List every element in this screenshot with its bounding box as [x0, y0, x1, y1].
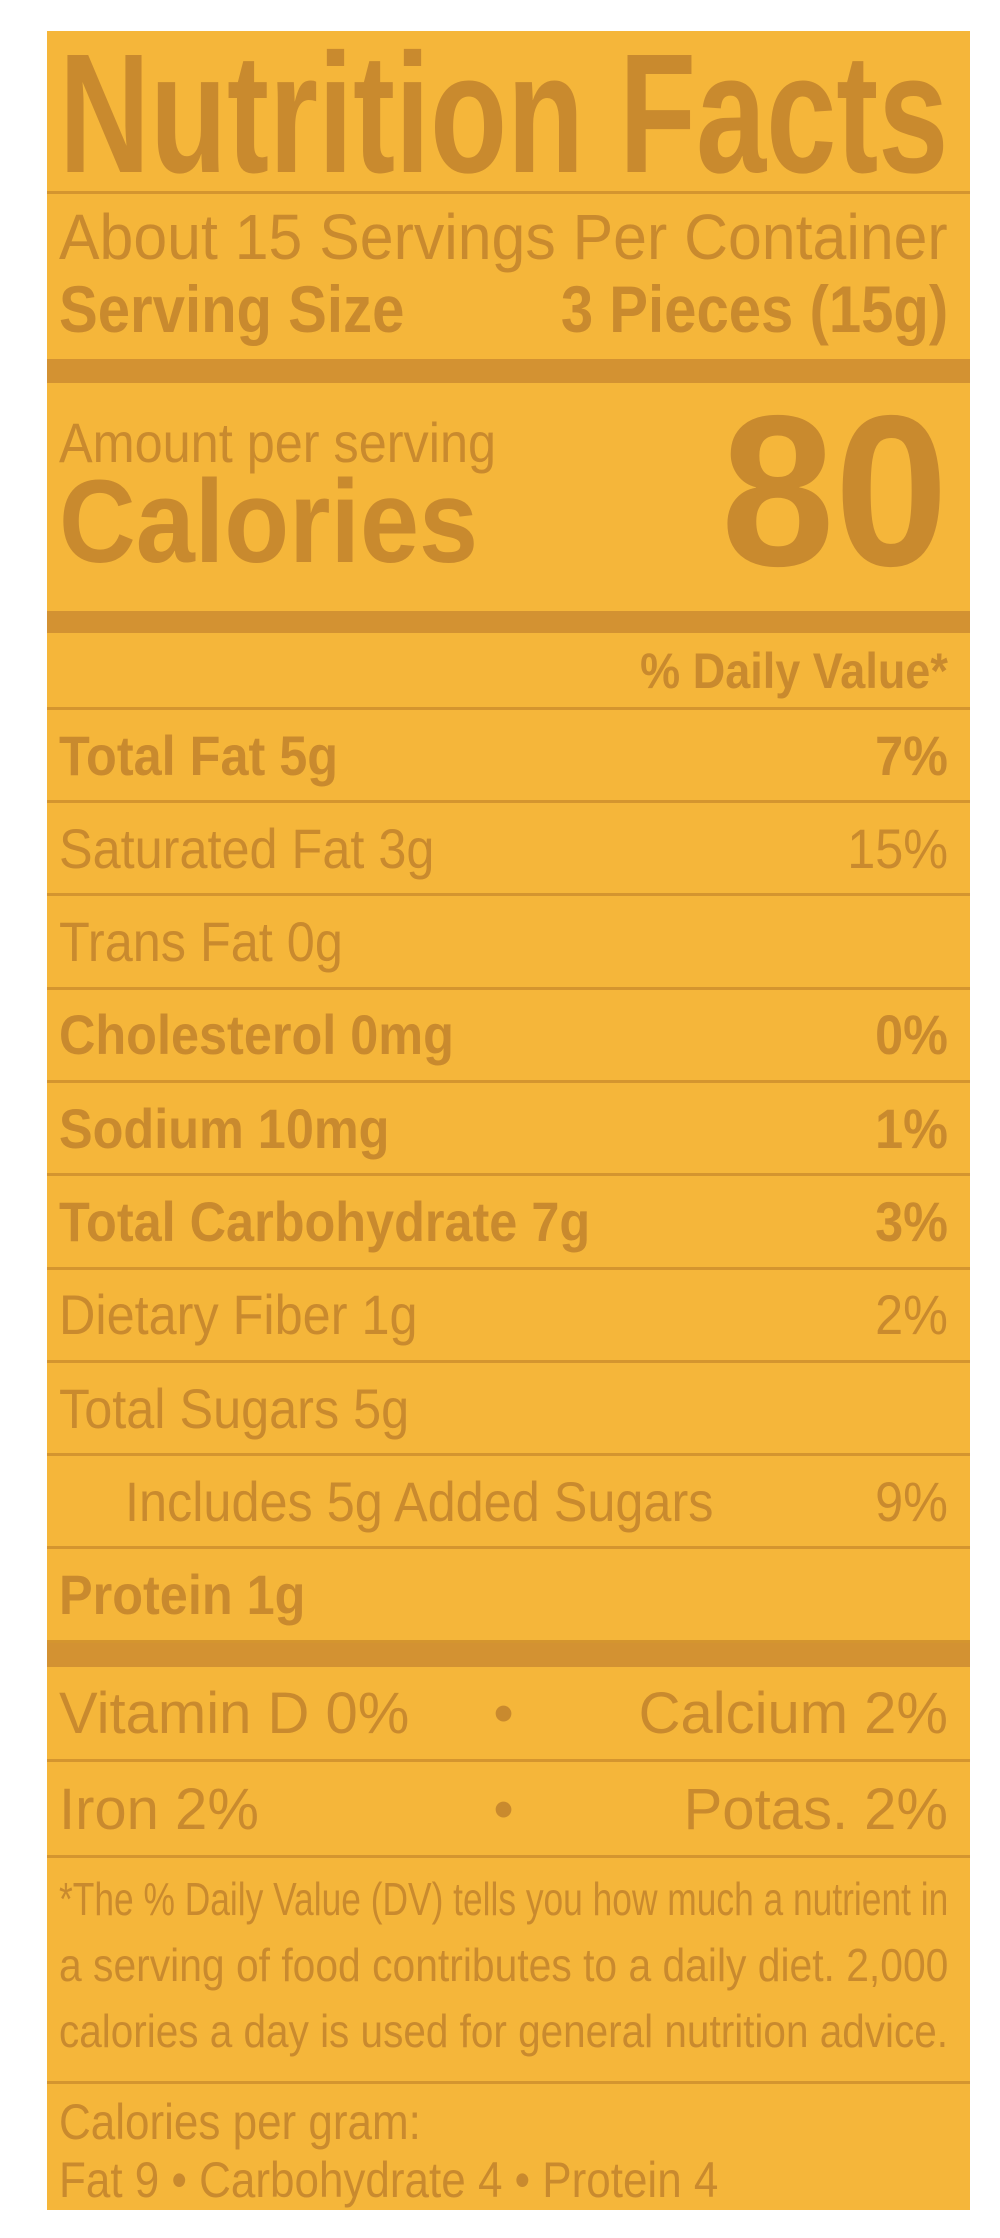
calories-value: 80	[720, 370, 948, 611]
nutrient-daily-value: 1%	[875, 1096, 948, 1160]
thick-divider	[47, 359, 970, 383]
nutrient-name: Saturated Fat 3g	[59, 816, 435, 880]
divider	[47, 1855, 970, 1858]
nutrient-name: Sodium 10mg	[59, 1096, 390, 1160]
footnote-line: a serving of food contributes to a daily…	[59, 1939, 949, 1991]
divider	[47, 191, 970, 194]
calories-per-gram-heading: Calories per gram:	[59, 2094, 421, 2150]
nutrient-row: Total Sugars 5g	[47, 1363, 970, 1457]
nutrient-name: Total Sugars 5g	[59, 1376, 410, 1440]
amount-per-serving: Amount per serving	[59, 411, 497, 474]
nutrient-name: Total Fat 5g	[59, 723, 339, 787]
nutrient-daily-value: 0%	[875, 1003, 948, 1067]
micronutrient-row: Vitamin D 0% • Calcium 2%	[47, 1667, 970, 1759]
serving-size-row: Serving Size 3 Pieces (15g)	[59, 271, 948, 347]
daily-value-header: % Daily Value*	[640, 643, 948, 699]
serving-size-label: Serving Size	[59, 272, 405, 346]
nutrient-daily-value: 2%	[875, 1283, 948, 1347]
nutrient-daily-value: 9%	[875, 1469, 948, 1533]
nutrient-name: Includes 5g Added Sugars	[125, 1469, 714, 1533]
nutrient-row: Sodium 10mg 1%	[47, 1083, 970, 1177]
divider	[47, 707, 970, 710]
nutrient-name: Cholesterol 0mg	[59, 1003, 454, 1067]
nutrient-row: Saturated Fat 3g 15%	[47, 803, 970, 897]
calories-label: Calories	[59, 456, 479, 588]
thick-divider	[47, 1643, 970, 1667]
nutrient-name: Trans Fat 0g	[59, 910, 343, 974]
nutrient-row: Total Carbohydrate 7g 3%	[47, 1177, 970, 1270]
micronutrient-left: Iron 2%	[59, 1776, 259, 1842]
micronutrient-right: Potas. 2%	[683, 1776, 948, 1842]
nutrient-name: Protein 1g	[59, 1563, 306, 1627]
micronutrient-left: Vitamin D 0%	[59, 1680, 410, 1746]
nutrient-row: Total Fat 5g 7%	[47, 710, 970, 803]
nutrient-daily-value: 7%	[875, 723, 948, 787]
nutrient-name: Dietary Fiber 1g	[59, 1283, 418, 1347]
micronutrient-row: Iron 2% • Potas. 2%	[47, 1763, 970, 1855]
footnote-line: calories a day is used for general nutri…	[59, 2005, 949, 2057]
nutrient-row: Includes 5g Added Sugars 9%	[47, 1456, 970, 1550]
nutrient-daily-value: 15%	[847, 816, 948, 880]
servings-per-container: About 15 Servings Per Container	[59, 201, 948, 273]
nutrient-row: Trans Fat 0g	[47, 897, 970, 990]
label-title: Nutrition Facts	[59, 31, 949, 209]
bullet-separator: •	[493, 1680, 514, 1746]
serving-size-value: 3 Pieces (15g)	[560, 272, 948, 346]
nutrient-row: Cholesterol 0mg 0%	[47, 990, 970, 1083]
thick-divider	[47, 611, 970, 633]
footnote-line: *The % Daily Value (DV) tells you how mu…	[59, 1873, 949, 1925]
nutrient-row: Dietary Fiber 1g 2%	[47, 1270, 970, 1363]
nutrient-daily-value: 3%	[875, 1190, 948, 1253]
divider	[47, 1759, 970, 1762]
bullet-separator: •	[493, 1776, 514, 1842]
calories-per-gram-line: Fat 9 • Carbohydrate 4 • Protein 4	[59, 2152, 719, 2208]
nutrient-row: Protein 1g	[47, 1550, 970, 1643]
nutrient-name: Total Carbohydrate 7g	[59, 1190, 591, 1253]
nutrition-facts-label: Nutrition Facts About 15 Servings Per Co…	[47, 31, 970, 2210]
divider	[47, 2081, 970, 2084]
micronutrient-right: Calcium 2%	[638, 1680, 948, 1746]
